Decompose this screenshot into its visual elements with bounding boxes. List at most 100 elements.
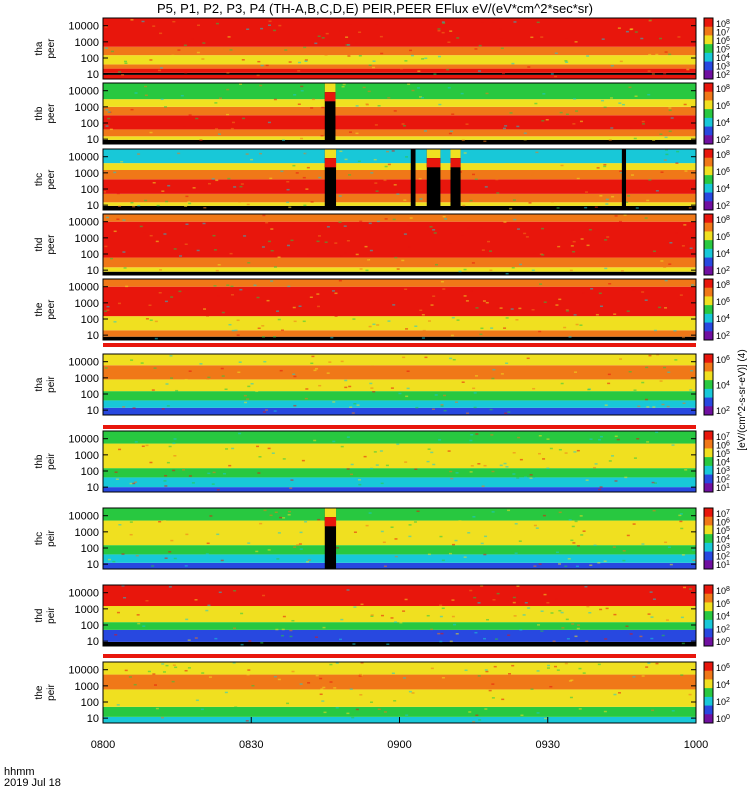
texture-thd-peir <box>248 640 252 642</box>
texture-thb-peer <box>406 104 410 107</box>
texture-tha-peer <box>184 71 188 74</box>
texture-thc-peer <box>675 162 679 164</box>
texture-thb-peer <box>542 93 546 95</box>
texture-the-peer <box>127 280 131 282</box>
texture-tha-peir <box>237 371 241 374</box>
texture-the-peir <box>195 699 199 702</box>
texture-thd-peir <box>505 600 509 602</box>
texture-thb-peir <box>576 449 580 452</box>
texture-tha-peer <box>619 60 623 63</box>
texture-thd-peer <box>364 245 368 248</box>
texture-thc-peir <box>540 548 544 551</box>
texture-thb-peer <box>601 99 605 102</box>
texture-thb-peer <box>217 133 221 135</box>
band-thc-peir-3 <box>103 520 696 546</box>
texture-thc-peir <box>597 562 601 564</box>
texture-tha-peer <box>288 61 292 63</box>
texture-thc-peer <box>528 202 532 204</box>
texture-thd-peer <box>285 268 289 271</box>
texture-the-peer <box>613 313 617 315</box>
texture-tha-peer <box>344 66 348 68</box>
panel-label-probe: the <box>34 685 45 699</box>
texture-thb-peer <box>292 112 296 115</box>
texture-the-peer <box>563 326 567 329</box>
texture-thc-peir <box>640 547 644 549</box>
texture-tha-peer <box>408 49 412 52</box>
y-tick-label: 1000 <box>75 102 99 114</box>
texture-tha-peer <box>491 21 495 24</box>
texture-thb-peer <box>367 90 371 93</box>
band-thd-peir-3 <box>103 606 696 623</box>
band-thd-peer-0 <box>103 271 696 275</box>
texture-the-peer <box>316 293 320 295</box>
texture-thd-peer <box>570 245 574 247</box>
texture-the-peir <box>153 684 157 686</box>
texture-thb-peir <box>315 450 319 453</box>
texture-thb-peer <box>159 112 163 115</box>
texture-the-peir <box>488 689 492 692</box>
texture-thc-peer <box>187 201 191 203</box>
texture-thc-peer <box>167 158 171 160</box>
texture-tha-peir <box>443 409 447 412</box>
texture-the-peer <box>469 290 473 292</box>
panel-label-probe: thd <box>34 238 45 252</box>
texture-tha-peer <box>152 25 156 27</box>
colorbar-tick-label: 104 <box>716 53 730 63</box>
colorbar-tick-label: 102 <box>716 406 730 416</box>
texture-thd-peer <box>326 226 330 228</box>
texture-thb-peir <box>160 462 164 465</box>
texture-thc-peir <box>413 521 417 523</box>
texture-thb-peer <box>628 97 632 99</box>
colorbar-tick-label: 104 <box>716 612 730 622</box>
y-tick-label: 10000 <box>68 665 99 677</box>
texture-thc-peer <box>625 150 629 152</box>
texture-thc-peir <box>582 530 586 532</box>
texture-thd-peer <box>185 223 189 226</box>
colorbar-segment <box>704 313 713 324</box>
texture-tha-peer <box>478 44 482 47</box>
texture-thb-peer <box>671 120 675 123</box>
colorbar-segment <box>704 388 713 399</box>
texture-tha-peer <box>372 60 376 62</box>
texture-the-peer <box>495 305 499 307</box>
colorbar-frame <box>703 82 714 145</box>
texture-thb-peer <box>486 131 490 134</box>
texture-tha-peir <box>648 354 652 357</box>
texture-thd-peer <box>343 252 347 254</box>
colorbar-tick-label: 104 <box>716 458 730 468</box>
texture-the-peir <box>491 683 495 685</box>
texture-tha-peir <box>628 371 632 373</box>
texture-thb-peir <box>573 451 577 453</box>
colorbar-tick-label: 104 <box>716 184 730 194</box>
y-tick-label: 10000 <box>68 434 99 446</box>
texture-thb-peir <box>225 448 229 450</box>
texture-tha-peir <box>348 385 352 388</box>
texture-the-peir <box>472 720 476 723</box>
texture-thc-peir <box>481 524 485 527</box>
texture-thc-peir <box>514 552 518 554</box>
texture-the-peir <box>572 718 576 720</box>
texture-thc-peir <box>681 554 685 556</box>
texture-thc-peer <box>596 167 600 169</box>
texture-thb-peir <box>427 448 431 450</box>
texture-thd-peir <box>233 627 237 629</box>
texture-tha-peir <box>599 357 603 360</box>
colorbar-segment <box>704 714 713 724</box>
texture-thb-peer <box>438 116 442 119</box>
texture-thb-peir <box>129 482 133 485</box>
texture-thd-peir <box>439 615 443 618</box>
colorbar-segment <box>704 44 713 54</box>
texture-tha-peer <box>118 71 122 73</box>
colorbar-segment <box>704 35 713 45</box>
texture-tha-peir <box>454 401 458 403</box>
texture-thc-peir <box>267 549 271 551</box>
texture-thb-peir <box>532 476 536 478</box>
texture-thb-peir <box>414 468 418 470</box>
texture-the-peer <box>253 284 257 286</box>
texture-thd-peir <box>281 628 285 631</box>
texture-thd-peer <box>511 266 515 269</box>
texture-thd-peer <box>444 218 448 220</box>
panel-frame-thb-peir <box>102 430 697 493</box>
texture-thb-peer <box>676 116 680 119</box>
band-tha-peer-4 <box>103 55 696 65</box>
